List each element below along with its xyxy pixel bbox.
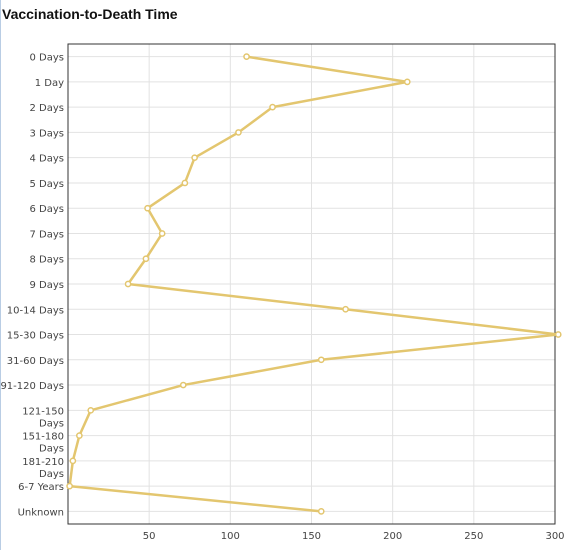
y-tick-label-line: 15-30 Days [7, 331, 64, 342]
data-point [158, 230, 166, 237]
data-point [66, 482, 73, 490]
y-tick-label-line: 151-180 [22, 432, 64, 443]
data-point [142, 255, 150, 263]
data-point [235, 129, 242, 136]
y-tick-label: 181-210 Days [22, 457, 64, 480]
data-point [317, 508, 325, 515]
plot-border [67, 43, 556, 525]
x-tick-label: 250 [464, 531, 483, 542]
y-tick-label: 9 Days [30, 280, 65, 291]
y-tick-label: 3 Days [30, 128, 65, 139]
data-point [179, 381, 187, 389]
series [66, 53, 562, 515]
data-point [269, 103, 276, 111]
x-tick-label: 200 [383, 531, 402, 542]
y-tick-label-line: 181-210 [22, 457, 64, 468]
y-tick-label-line: 8 Days [30, 255, 65, 266]
y-tick-label-line: Days [39, 444, 64, 455]
left-border [0, 0, 1, 550]
y-tick-label: 0 Days [30, 53, 65, 64]
y-tick-label: 2 Days [30, 103, 65, 114]
data-point [76, 432, 83, 439]
x-tick-label: 150 [302, 531, 321, 542]
data-point [191, 154, 198, 162]
y-tick-label: 15-30 Days [7, 331, 64, 342]
y-tick-label: 31-60 Days [7, 356, 64, 367]
y-tick-label-line: 3 Days [30, 128, 65, 139]
y-tick-label: Unknown [18, 507, 64, 518]
y-tick-label-line: Days [39, 469, 64, 480]
y-tick-label: 151-180 Days [22, 432, 64, 455]
data-point [124, 280, 132, 288]
y-tick-label: 1 Day [35, 78, 64, 89]
y-tick-label-line: Days [39, 418, 64, 429]
data-point [243, 53, 250, 60]
y-tick-label: 10-14 Days [7, 305, 64, 316]
y-tick-label: 91-120 Days [0, 381, 64, 392]
y-tick-label-line: 121-150 [22, 406, 64, 417]
y-tick-label-line: 2 Days [30, 103, 65, 114]
data-point [403, 78, 411, 86]
y-tick-label-line: 7 Days [30, 229, 65, 240]
y-tick-label-line: 4 Days [30, 154, 65, 165]
y-tick-label: 6 Days [30, 204, 65, 215]
y-tick-label-line: 31-60 Days [7, 356, 64, 367]
y-tick-label: 8 Days [30, 255, 65, 266]
y-tick-label-line: 9 Days [30, 280, 65, 291]
y-axis-tick-labels: 0 Days 1 Day 2 Days 3 Days 4 Days 5 Days 6 Day… [0, 53, 64, 519]
y-tick-label: 4 Days [30, 154, 65, 165]
data-point [554, 331, 562, 338]
x-tick-label: 100 [221, 531, 240, 542]
y-tick-label: 121-150 Days [22, 406, 64, 429]
x-tick-label: 300 [545, 531, 564, 542]
y-tick-label-line: 10-14 Days [7, 305, 64, 316]
y-tick-label-line: 91-120 Days [0, 381, 64, 392]
data-point [181, 179, 189, 187]
x-tick-label: 50 [143, 531, 156, 542]
data-point [342, 305, 349, 313]
y-tick-label-line: 5 Days [30, 179, 65, 190]
y-tick-label-line: 6 Days [30, 204, 65, 215]
y-tick-label-line: Unknown [18, 507, 64, 518]
data-point [144, 204, 151, 212]
chart-title: Vaccination-to-Death Time [2, 6, 178, 22]
data-point [87, 406, 95, 414]
y-tick-label: 5 Days [30, 179, 65, 190]
x-axis-tick-labels: 50 100 150 200 250 300 [143, 531, 565, 542]
y-tick-label: 7 Days [30, 229, 65, 240]
data-point [69, 457, 77, 465]
data-point [317, 356, 325, 364]
y-tick-label: 6-7 Years [18, 482, 64, 493]
y-tick-label-line: 1 Day [35, 78, 64, 89]
y-tick-label-line: 6-7 Years [18, 482, 64, 493]
y-tick-label-line: 0 Days [30, 53, 65, 64]
